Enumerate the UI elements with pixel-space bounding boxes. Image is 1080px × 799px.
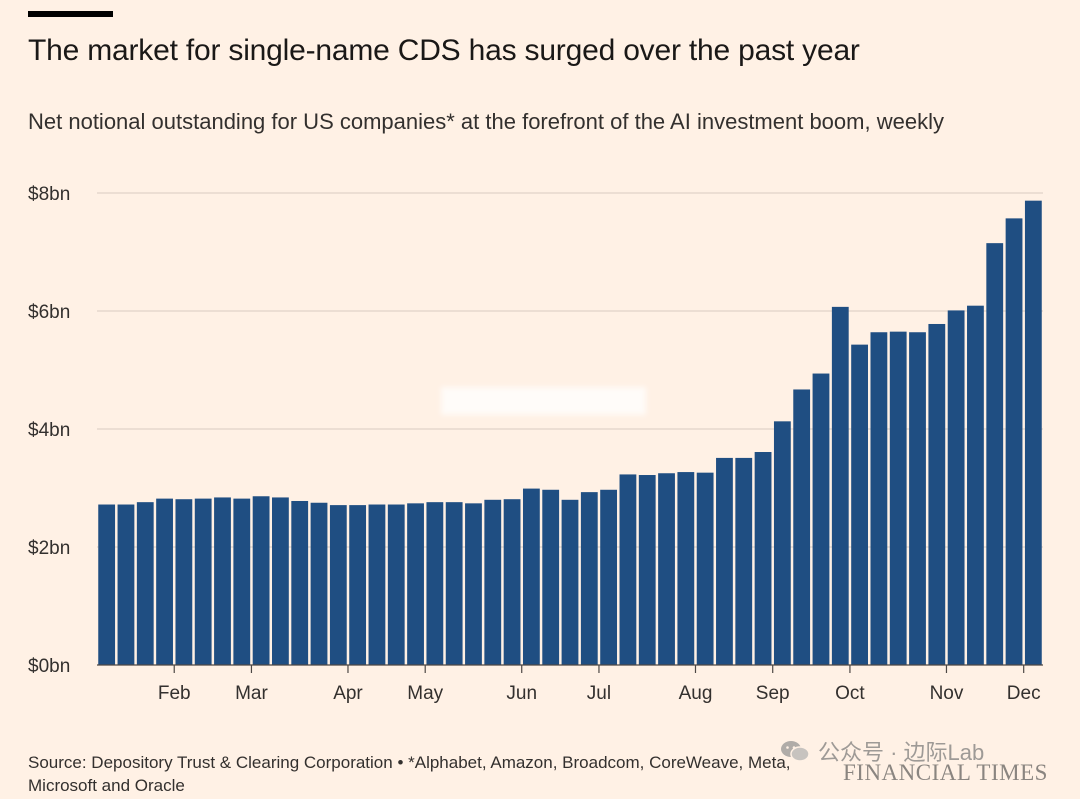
bar [252, 496, 270, 665]
bar [638, 475, 656, 665]
x-tick-label: May [407, 683, 443, 704]
bar [561, 499, 579, 665]
watermark-text: 公众号 · 边际Lab [818, 740, 985, 765]
x-tick-label: Jun [506, 683, 537, 704]
bar [716, 457, 733, 665]
bar [831, 306, 849, 665]
x-tick-label: Apr [333, 683, 363, 704]
bar [677, 472, 695, 665]
bar [522, 488, 540, 665]
bar [986, 243, 1004, 665]
bar [117, 504, 135, 665]
y-tick-label: $6bn [28, 302, 70, 323]
bar [194, 498, 212, 665]
bar [445, 502, 463, 665]
x-tick-label: Feb [158, 683, 191, 704]
x-tick-label: Nov [930, 683, 964, 704]
x-tick-label: Oct [835, 683, 865, 704]
x-tick-label: Sep [756, 683, 790, 704]
bar [580, 492, 598, 665]
bar [889, 331, 907, 665]
axes: $0bn $2bn $4bn $6bn $8bn Feb Mar Apr May Jun Jul Au… [28, 184, 1043, 704]
bar [136, 502, 154, 665]
bar [696, 472, 714, 665]
y-tick-label: $4bn [28, 420, 70, 441]
y-tick-label: $8bn [28, 184, 70, 205]
bar [156, 498, 173, 665]
x-tick-label: Aug [679, 683, 713, 704]
bar [658, 473, 675, 665]
x-tick-label: Jul [587, 683, 611, 704]
bar [619, 474, 637, 665]
bar [175, 499, 193, 665]
ft-logo: FINANCIAL TIMES [843, 760, 1048, 785]
chart-title: The market for single-name CDS has surge… [28, 34, 860, 67]
bar [967, 305, 984, 665]
bar [947, 310, 965, 665]
bar [503, 499, 521, 665]
x-tick-label: Dec [1007, 683, 1041, 704]
bar [812, 373, 830, 665]
bar [851, 344, 868, 665]
y-tick-label: $2bn [28, 538, 70, 559]
bar [773, 421, 791, 665]
bars [98, 200, 1042, 666]
bar [272, 497, 289, 665]
bar [735, 457, 753, 665]
watermark: 公众号 · 边际Lab [780, 735, 984, 767]
bar [484, 499, 502, 665]
bar [368, 504, 386, 665]
source-note: Source: Depository Trust & Clearing Corp… [28, 753, 791, 795]
x-tick-label: Mar [235, 683, 268, 704]
bar-chart: $0bn $2bn $4bn $6bn $8bn Feb Mar Apr May Jun Jul Au… [28, 184, 1043, 704]
chart-subtitle: Net notional outstanding for US companie… [28, 109, 944, 134]
blurred-overlay [441, 387, 646, 415]
bar [870, 332, 888, 665]
bar [98, 504, 116, 665]
bar [407, 503, 424, 665]
bar [214, 497, 231, 665]
bar [329, 505, 347, 665]
y-tick-label: $0bn [28, 656, 70, 677]
bar [754, 452, 772, 665]
bar [793, 389, 811, 665]
bar [233, 498, 251, 665]
bar [542, 489, 560, 665]
bar [387, 504, 405, 665]
bar [465, 503, 482, 665]
bar [1005, 218, 1023, 665]
wechat-icon [781, 741, 810, 762]
bar [291, 500, 309, 665]
bar [1024, 200, 1042, 666]
top-rule [28, 11, 113, 17]
bar [928, 323, 946, 665]
bar [349, 505, 367, 665]
bar [909, 332, 926, 665]
bar [310, 502, 328, 665]
bar [426, 502, 444, 665]
bar [600, 489, 618, 665]
